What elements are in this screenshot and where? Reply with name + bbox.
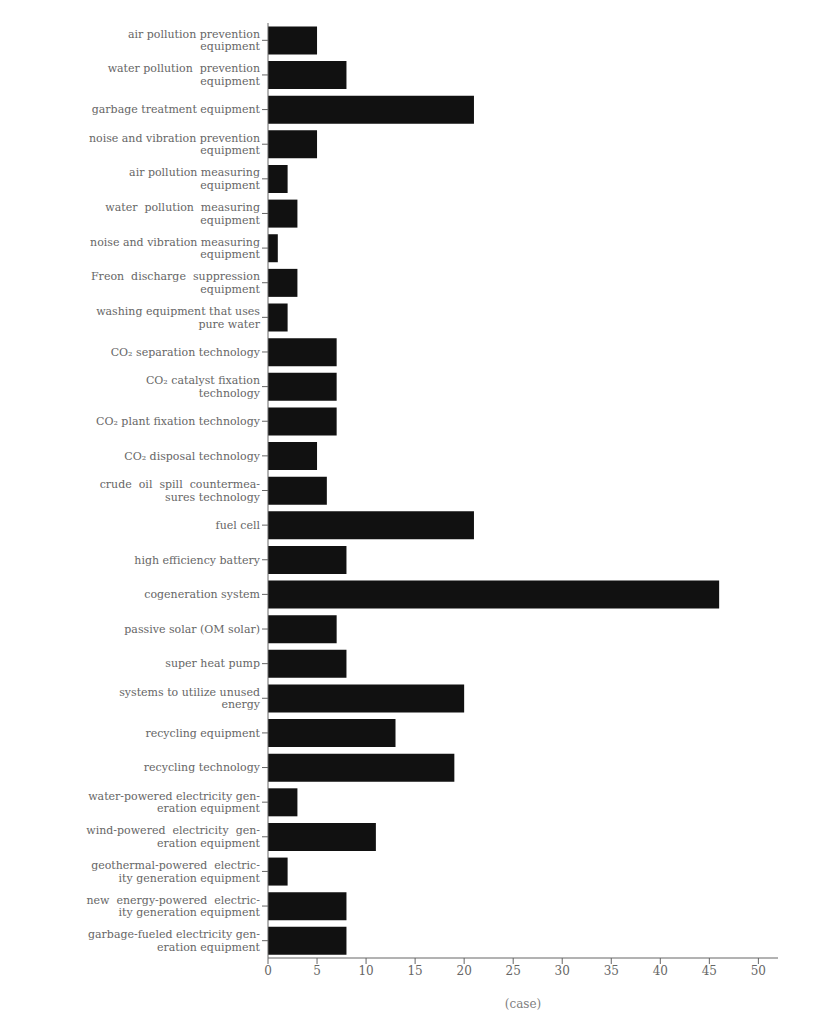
svg-text:10: 10 (358, 964, 373, 978)
svg-text:air pollution preventionequipm: air pollution preventionequipment (128, 28, 261, 54)
svg-text:washing equipment that usespur: washing equipment that usespure water (96, 305, 261, 331)
svg-text:0: 0 (264, 964, 272, 978)
svg-text:fuel cell: fuel cell (216, 519, 261, 532)
svg-text:recycling technology: recycling technology (144, 761, 261, 774)
svg-text:45: 45 (702, 964, 717, 978)
svg-text:water pollution measuringequ: water pollution measuringequipment (105, 201, 260, 227)
svg-text:geothermal-powered electric-i: geothermal-powered electric-ity generati… (91, 859, 260, 885)
svg-text:garbage-fueled electricity gen: garbage-fueled electricity gen-eration e… (88, 928, 261, 954)
svg-text:50: 50 (751, 964, 766, 978)
svg-text:cogeneration system: cogeneration system (144, 588, 260, 601)
svg-text:CO₂ disposal technology: CO₂ disposal technology (110, 450, 260, 463)
svg-text:new energy-powered electric-: new energy-powered electric-ity generati… (86, 894, 260, 920)
svg-text:water-powered electricity gen-: water-powered electricity gen-eration eq… (88, 790, 260, 816)
svg-text:noise and vibration prevention: noise and vibration preventionequipment (89, 132, 261, 158)
svg-text:high efficiency battery: high efficiency battery (134, 554, 260, 567)
svg-text:passive solar (OM solar): passive solar (OM solar) (124, 623, 260, 636)
svg-text:CO₂ separation technology: CO₂ separation technology (111, 346, 261, 359)
svg-text:water pollution preventionequ: water pollution preventionequipment (108, 62, 261, 88)
svg-text:garbage treatment equipment: garbage treatment equipment (92, 103, 261, 116)
svg-text:noise and vibration measuringe: noise and vibration measuringequipment (90, 236, 261, 262)
svg-text:35: 35 (604, 964, 619, 978)
svg-text:CO₂ catalyst fixation techn: CO₂ catalyst fixation technology (132, 374, 261, 400)
svg-text:30: 30 (555, 964, 570, 978)
svg-text:Freon discharge suppressione: Freon discharge suppressionequipment (91, 270, 261, 296)
svg-text:20: 20 (457, 964, 472, 978)
svg-text:air pollution measuring equ: air pollution measuring equipment (115, 166, 260, 192)
svg-text:25: 25 (506, 964, 521, 978)
svg-text:5: 5 (313, 964, 321, 978)
svg-text:super heat pump: super heat pump (165, 657, 260, 670)
svg-text:systems to utilize unusedenerg: systems to utilize unusedenergy (119, 686, 261, 712)
svg-text:crude oil spill countermea-: crude oil spill countermea-sures technol… (100, 478, 261, 504)
svg-text:CO₂ plant fixation technology: CO₂ plant fixation technology (96, 415, 261, 428)
svg-text:wind-powered electricity gen: wind-powered electricity gen-eration equ… (86, 824, 260, 850)
svg-text:recycling equipment: recycling equipment (145, 727, 260, 740)
svg-text:15: 15 (407, 964, 422, 978)
svg-text:40: 40 (653, 964, 668, 978)
svg-text:(case): (case) (505, 997, 542, 1011)
